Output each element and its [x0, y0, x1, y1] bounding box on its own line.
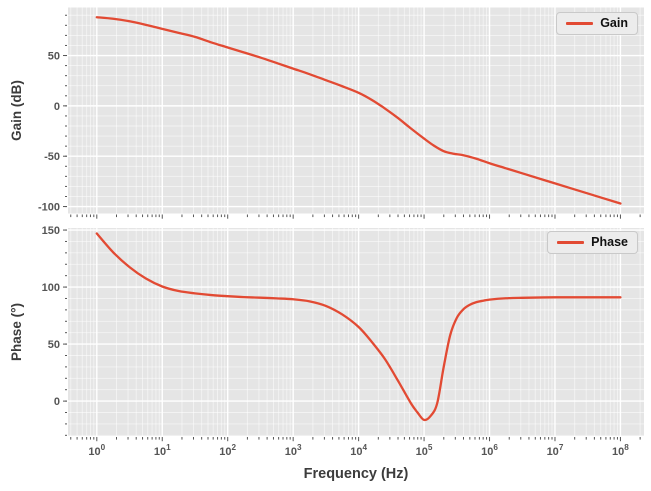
- phase-ytick-label: 150: [42, 225, 60, 237]
- phase-panel: 150 100 50 0: [42, 225, 644, 442]
- gain-ytick-label: 50: [48, 51, 60, 63]
- x-tick-label: 105: [416, 443, 433, 458]
- phase-legend-line-swatch: [557, 240, 585, 244]
- gain-legend-label: Gain: [600, 16, 628, 30]
- gain-axis-label: Gain (dB): [9, 80, 24, 141]
- phase-axis-label: Phase (°): [9, 303, 24, 361]
- phase-ytick-labels: 150 100 50 0: [42, 225, 60, 408]
- generated-chart-layers: 50 0 -50 -100 150 100 50 0 100 101 102 103 104 105 106…: [38, 7, 644, 458]
- x-tick-label: 103: [285, 443, 302, 458]
- phase-legend: Phase: [547, 231, 638, 254]
- phase-ticks: [63, 229, 641, 442]
- x-tick-label: 100: [88, 443, 105, 458]
- phase-ytick-label: 0: [54, 396, 60, 408]
- x-tick-labels: 100 101 102 103 104 105 106 107 108: [88, 443, 629, 458]
- x-tick-label: 106: [481, 443, 498, 458]
- x-tick-label: 101: [154, 443, 171, 458]
- phase-ytick-label: 50: [48, 339, 60, 351]
- x-tick-label: 102: [219, 443, 236, 458]
- phase-major-grid: [68, 228, 644, 436]
- phase-ytick-label: 100: [42, 282, 60, 294]
- gain-legend-line-swatch: [566, 21, 594, 25]
- gain-ytick-label: -50: [44, 151, 60, 163]
- phase-legend-label: Phase: [591, 235, 628, 249]
- gain-curve: [95, 16, 622, 205]
- phase-curve: [95, 232, 622, 422]
- gain-minor-grid: [68, 7, 644, 214]
- gain-major-grid: [68, 7, 644, 214]
- x-tick-label: 107: [547, 443, 564, 458]
- gain-panel: 50 0 -50 -100: [38, 7, 644, 219]
- x-tick-label: 104: [350, 443, 367, 458]
- x-axis-label: Frequency (Hz): [304, 466, 409, 482]
- x-tick-label: 108: [612, 443, 629, 458]
- gain-ticks: [63, 14, 641, 219]
- gain-ytick-label: 0: [54, 101, 60, 113]
- gain-ytick-label: -100: [38, 202, 60, 214]
- gain-ytick-labels: 50 0 -50 -100: [38, 51, 60, 214]
- gain-legend: Gain: [556, 12, 638, 35]
